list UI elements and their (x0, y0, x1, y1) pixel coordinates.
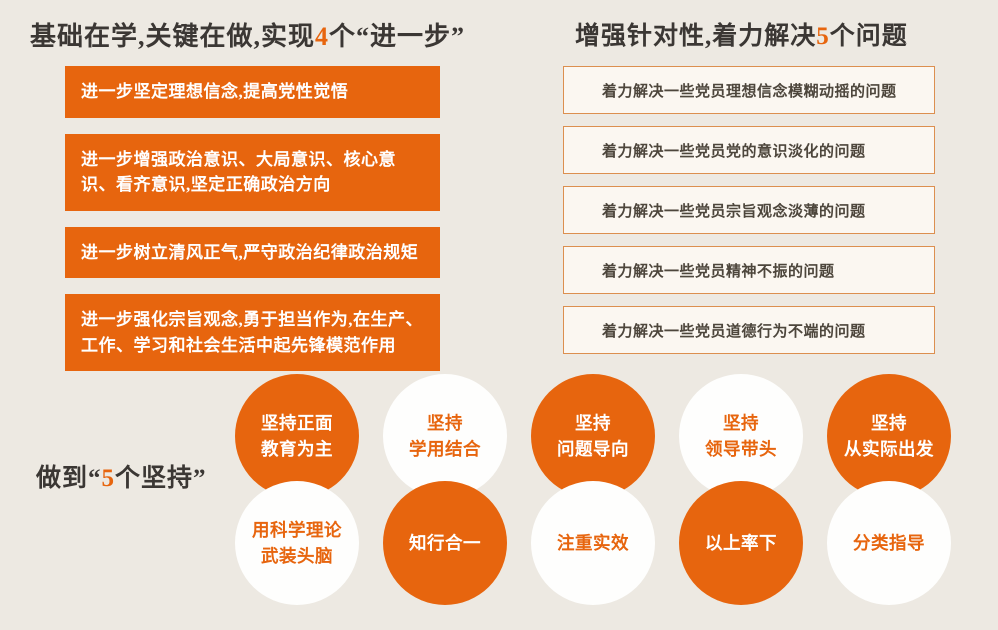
persistence-circle-top-3: 坚持 问题导向 (531, 374, 655, 498)
problems-list: 着力解决一些党员理想信念模糊动摇的问题 着力解决一些党员党的意识淡化的问题 着力… (563, 66, 935, 366)
persistence-circle-bottom-3: 注重实效 (531, 481, 655, 605)
bottom-label-prefix: 做到“ (36, 465, 102, 492)
persistence-circle-top-4: 坚持 领导带头 (679, 374, 803, 498)
right-title-number: 5 (816, 23, 830, 50)
further-steps-list: 进一步坚定理想信念,提高党性觉悟 进一步增强政治意识、大局意识、核心意识、看齐意… (65, 66, 440, 387)
further-step-box-2: 进一步增强政治意识、大局意识、核心意识、看齐意识,坚定正确政治方向 (65, 133, 440, 211)
left-section-title: 基础在学,关键在做,实现4个“进一步” (30, 16, 465, 53)
left-title-prefix: 基础在学,关键在做,实现 (30, 22, 316, 51)
problem-box-4: 着力解决一些党员精神不振的问题 (563, 246, 935, 294)
bottom-label-number: 5 (101, 465, 116, 492)
persistence-circle-bottom-4: 以上率下 (679, 481, 803, 605)
further-step-box-4: 进一步强化宗旨观念,勇于担当作为,在生产、工作、学习和社会生活中起先锋模范作用 (65, 294, 440, 371)
problem-box-3: 着力解决一些党员宗旨观念淡薄的问题 (563, 186, 935, 234)
bottom-label-suffix: 个坚持” (115, 465, 207, 492)
left-title-suffix: 个“进一步” (329, 22, 466, 51)
right-title-suffix: 个问题 (829, 23, 908, 50)
problem-box-1: 着力解决一些党员理想信念模糊动摇的问题 (563, 66, 935, 114)
right-title-prefix: 增强针对性,着力解决 (575, 23, 817, 50)
problem-box-5: 着力解决一些党员道德行为不端的问题 (563, 306, 935, 354)
persistence-circle-bottom-2: 知行合一 (383, 481, 507, 605)
problem-box-2: 着力解决一些党员党的意识淡化的问题 (563, 126, 935, 174)
persistence-circle-top-1: 坚持正面 教育为主 (235, 374, 359, 498)
right-section-title: 增强针对性,着力解决5个问题 (575, 16, 908, 52)
five-persistences-label: 做到“5个坚持” (36, 458, 207, 494)
persistence-circle-bottom-1: 用科学理论 武装头脑 (235, 481, 359, 605)
further-step-box-1: 进一步坚定理想信念,提高党性觉悟 (65, 66, 440, 118)
left-title-number: 4 (315, 22, 330, 51)
further-step-box-3: 进一步树立清风正气,严守政治纪律政治规矩 (65, 226, 440, 278)
persistence-circle-top-2: 坚持 学用结合 (383, 374, 507, 498)
persistence-circle-top-5: 坚持 从实际出发 (827, 374, 951, 498)
persistence-circle-bottom-5: 分类指导 (827, 481, 951, 605)
